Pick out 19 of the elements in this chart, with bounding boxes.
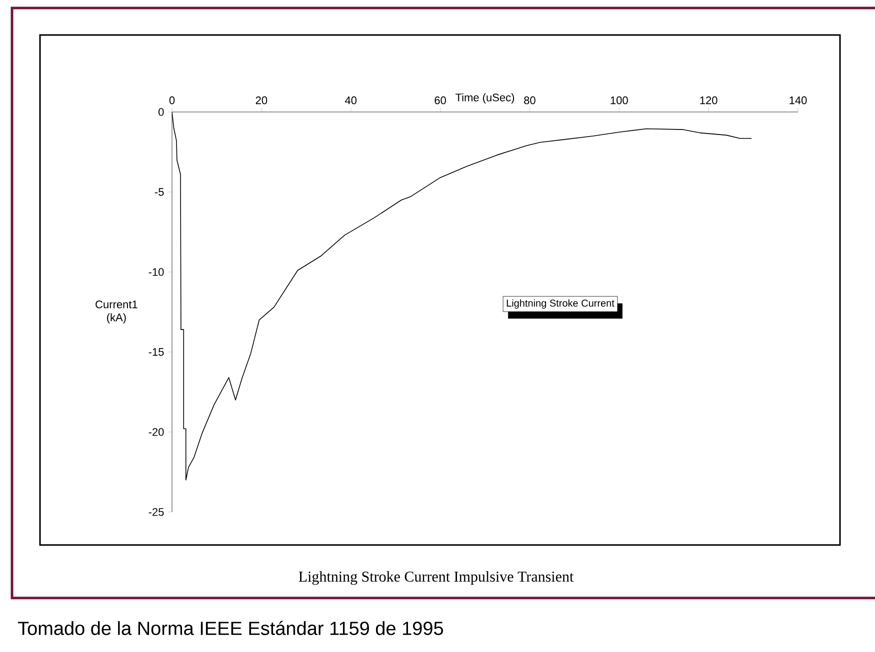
x-tick-label: 60 — [434, 96, 446, 104]
x-tick-label: 80 — [524, 96, 536, 104]
x-tick-label: 20 — [256, 96, 268, 104]
text: Tomado de la Norma IEEE Estándar 1159 de 1995 — [18, 620, 444, 636]
text: Lightning Stroke Current Impulsive Transient — [298, 571, 574, 585]
y-tick-label: -10 — [148, 268, 164, 276]
y-tick-label: -25 — [148, 508, 164, 516]
y-tick-label: 0 — [158, 108, 164, 116]
y-tick-label: -15 — [148, 348, 164, 356]
x-tick-label: 100 — [610, 96, 628, 104]
y-tick-label: -5 — [154, 188, 164, 196]
x-axis-title: Time (uSec) — [456, 93, 514, 104]
text: Lightning Stroke Current — [506, 299, 614, 309]
x-tick-label: 0 — [169, 96, 175, 104]
y-tick-label: -20 — [148, 428, 164, 436]
x-tick-label: 40 — [344, 96, 357, 104]
x-tick-label: 140 — [790, 96, 807, 104]
y-axis-title: Current1 (kA) — [96, 300, 138, 324]
x-tick-label: 120 — [700, 96, 718, 104]
